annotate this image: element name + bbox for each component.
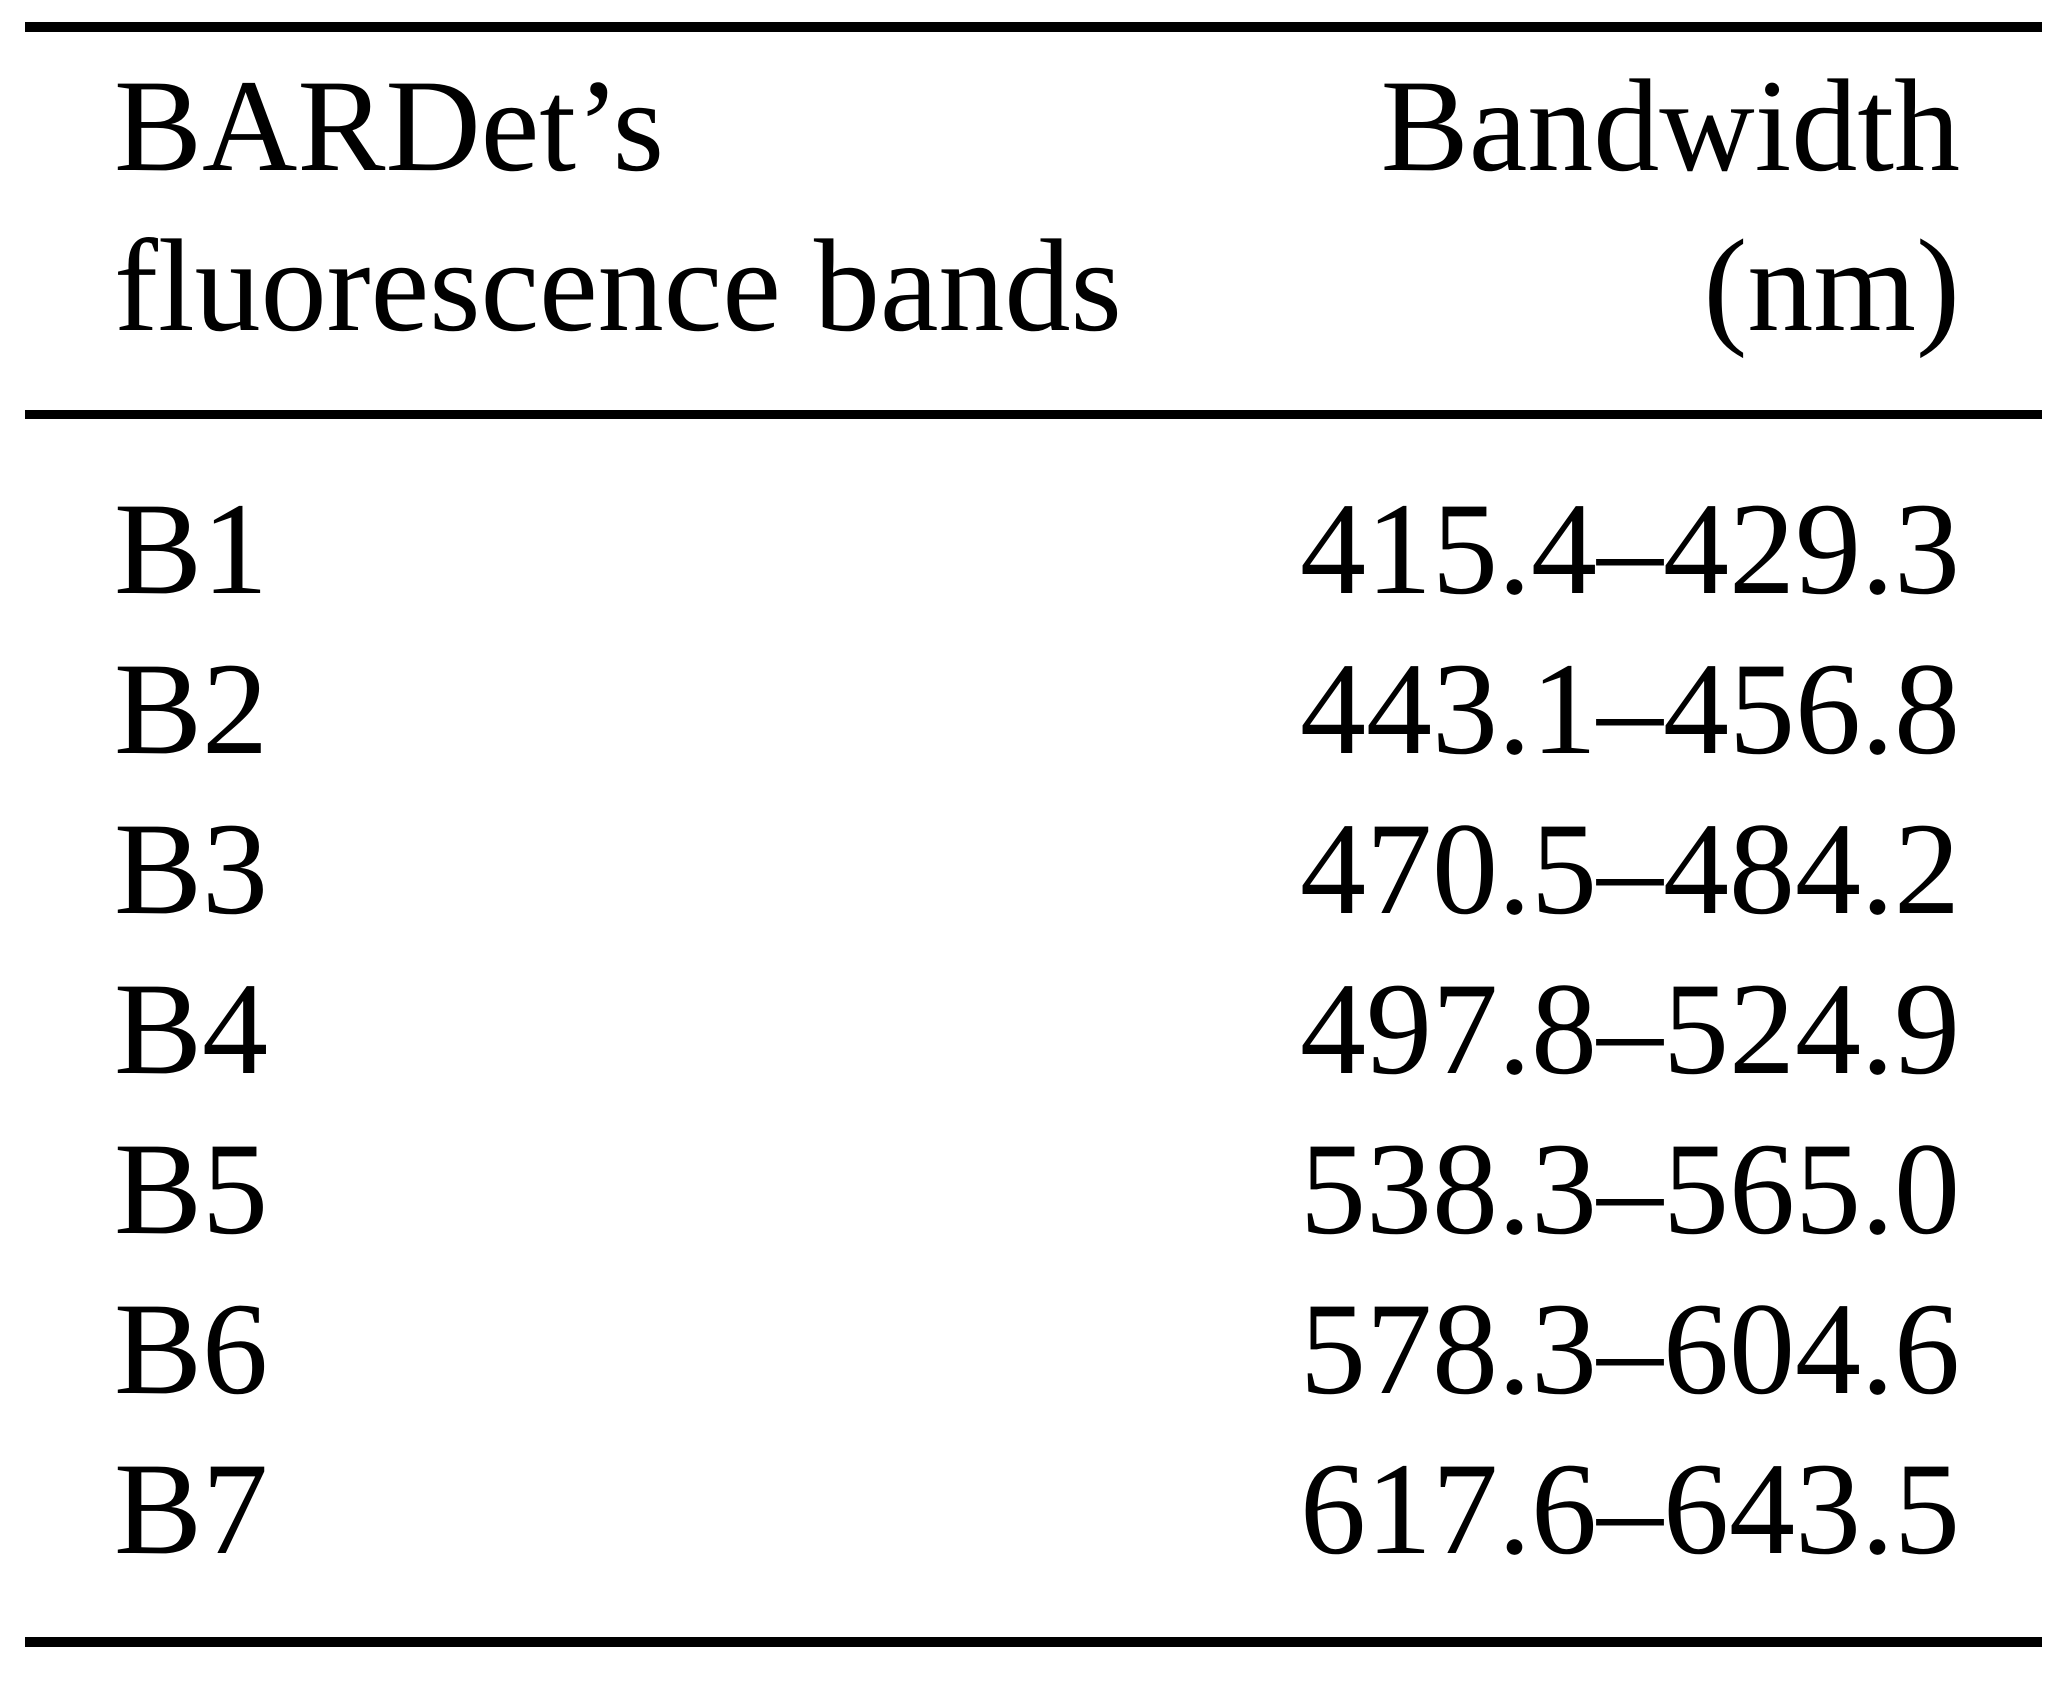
band-label: B1: [114, 475, 269, 622]
table-row: B3 470.5–484.2: [0, 789, 2067, 949]
table-row: B5 538.3–565.0: [0, 1109, 2067, 1269]
band-label: B7: [114, 1435, 269, 1582]
bandwidth-value: 617.6–643.5: [1300, 1435, 1960, 1582]
table-header-row: BARDet’s fluorescence bands Bandwidth (n…: [0, 32, 2067, 410]
header-col-bands: BARDet’s fluorescence bands: [114, 46, 1381, 366]
band-label: B2: [114, 635, 269, 782]
band-label: B4: [114, 955, 269, 1102]
band-label: B5: [114, 1115, 269, 1262]
header-bands-line1: BARDet’s: [114, 52, 665, 199]
table-body: B1 415.4–429.3 B2 443.1–456.8 B3 470.5–4…: [0, 419, 2067, 1637]
table-bottom-rule: [25, 1637, 2042, 1647]
table-row: B1 415.4–429.3: [0, 469, 2067, 629]
bandwidth-value: 538.3–565.0: [1300, 1115, 1960, 1262]
header-col-bandwidth: Bandwidth (nm): [1381, 46, 1960, 366]
table-row: B2 443.1–456.8: [0, 629, 2067, 789]
table-mid-rule: [25, 410, 2042, 419]
header-bandwidth-line2: (nm): [1703, 212, 1960, 359]
table-top-rule: [25, 22, 2042, 32]
bandwidth-value: 415.4–429.3: [1300, 475, 1960, 622]
header-bandwidth-line1: Bandwidth: [1380, 52, 1960, 199]
bandwidth-value: 497.8–524.9: [1300, 955, 1960, 1102]
header-bands-line2: fluorescence bands: [114, 212, 1122, 359]
bandwidth-value: 443.1–456.8: [1300, 635, 1960, 782]
table-row: B6 578.3–604.6: [0, 1269, 2067, 1429]
band-label: B3: [114, 795, 269, 942]
bandwidth-value: 578.3–604.6: [1300, 1275, 1960, 1422]
table-row: B7 617.6–643.5: [0, 1429, 2067, 1589]
band-label: B6: [114, 1275, 269, 1422]
table-row: B4 497.8–524.9: [0, 949, 2067, 1109]
bandwidth-value: 470.5–484.2: [1300, 795, 1960, 942]
